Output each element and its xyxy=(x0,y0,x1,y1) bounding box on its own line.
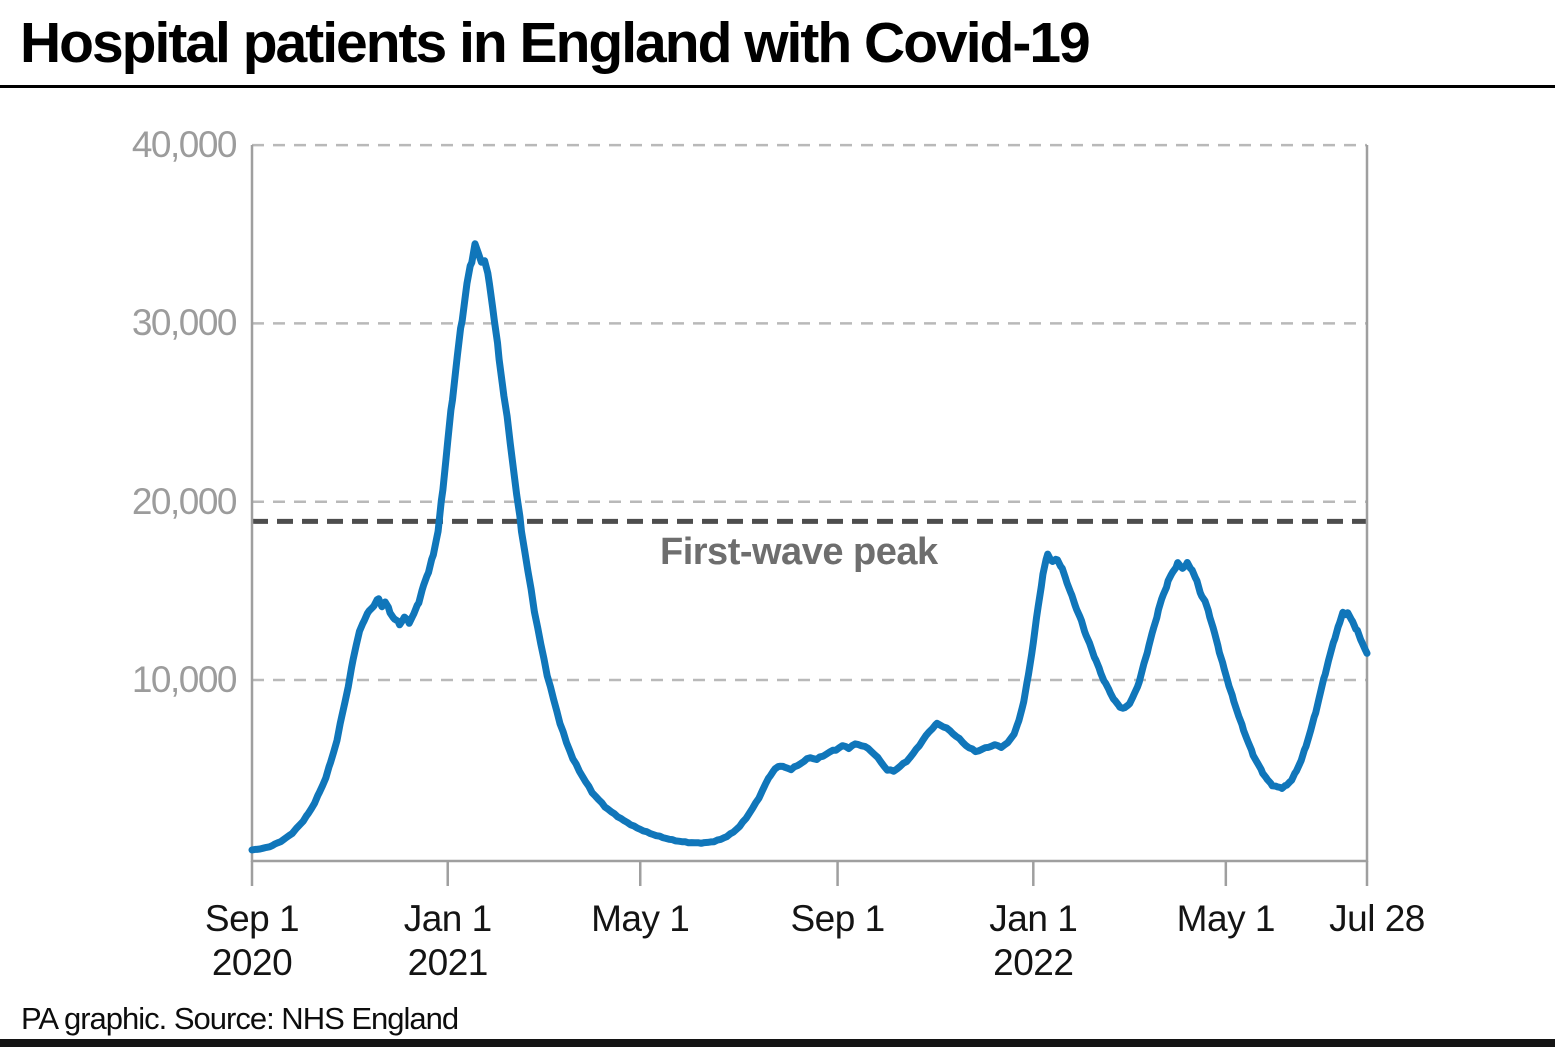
title-rule xyxy=(0,85,1555,88)
x-tick-label-line1: May 1 xyxy=(591,898,690,939)
x-tick-label-year: 2020 xyxy=(211,942,293,983)
x-tick-label-line1: Jan 1 xyxy=(989,898,1078,939)
source-credit: PA graphic. Source: NHS England xyxy=(21,1001,459,1036)
x-tick-label-line1: Jul 28 xyxy=(1329,898,1425,939)
x-tick-label: Sep 1 xyxy=(748,897,928,941)
x-tick-label-line1: Jan 1 xyxy=(403,898,493,939)
y-tick-label: 40,000 xyxy=(131,124,238,166)
x-tick-label-year: 2021 xyxy=(407,942,489,983)
x-tick-label-line1: Sep 1 xyxy=(790,898,885,939)
page-title: Hospital patients in England with Covid-… xyxy=(20,11,1091,75)
x-tick-label: Jan 1 2021 xyxy=(358,897,538,985)
covid-patients-line xyxy=(248,240,1371,854)
x-tick-label: Jan 1 2022 xyxy=(943,897,1123,985)
x-tick-label: Sep 1 2020 xyxy=(162,897,342,985)
x-tick-label: Jul 28 xyxy=(1287,897,1467,941)
footer-bar xyxy=(0,1039,1555,1047)
x-tick-label-line1: May 1 xyxy=(1176,898,1276,939)
y-tick-label: 20,000 xyxy=(131,480,238,522)
x-tick-label-line1: Sep 1 xyxy=(204,898,300,939)
first-wave-peak-annotation: First-wave peak xyxy=(660,531,938,573)
x-tick-label: May 1 xyxy=(1136,897,1316,941)
y-tick-label: 30,000 xyxy=(131,302,238,344)
x-tick-label: May 1 xyxy=(550,897,730,941)
x-tick-label-year: 2022 xyxy=(993,942,1074,983)
y-tick-label: 10,000 xyxy=(131,659,238,700)
